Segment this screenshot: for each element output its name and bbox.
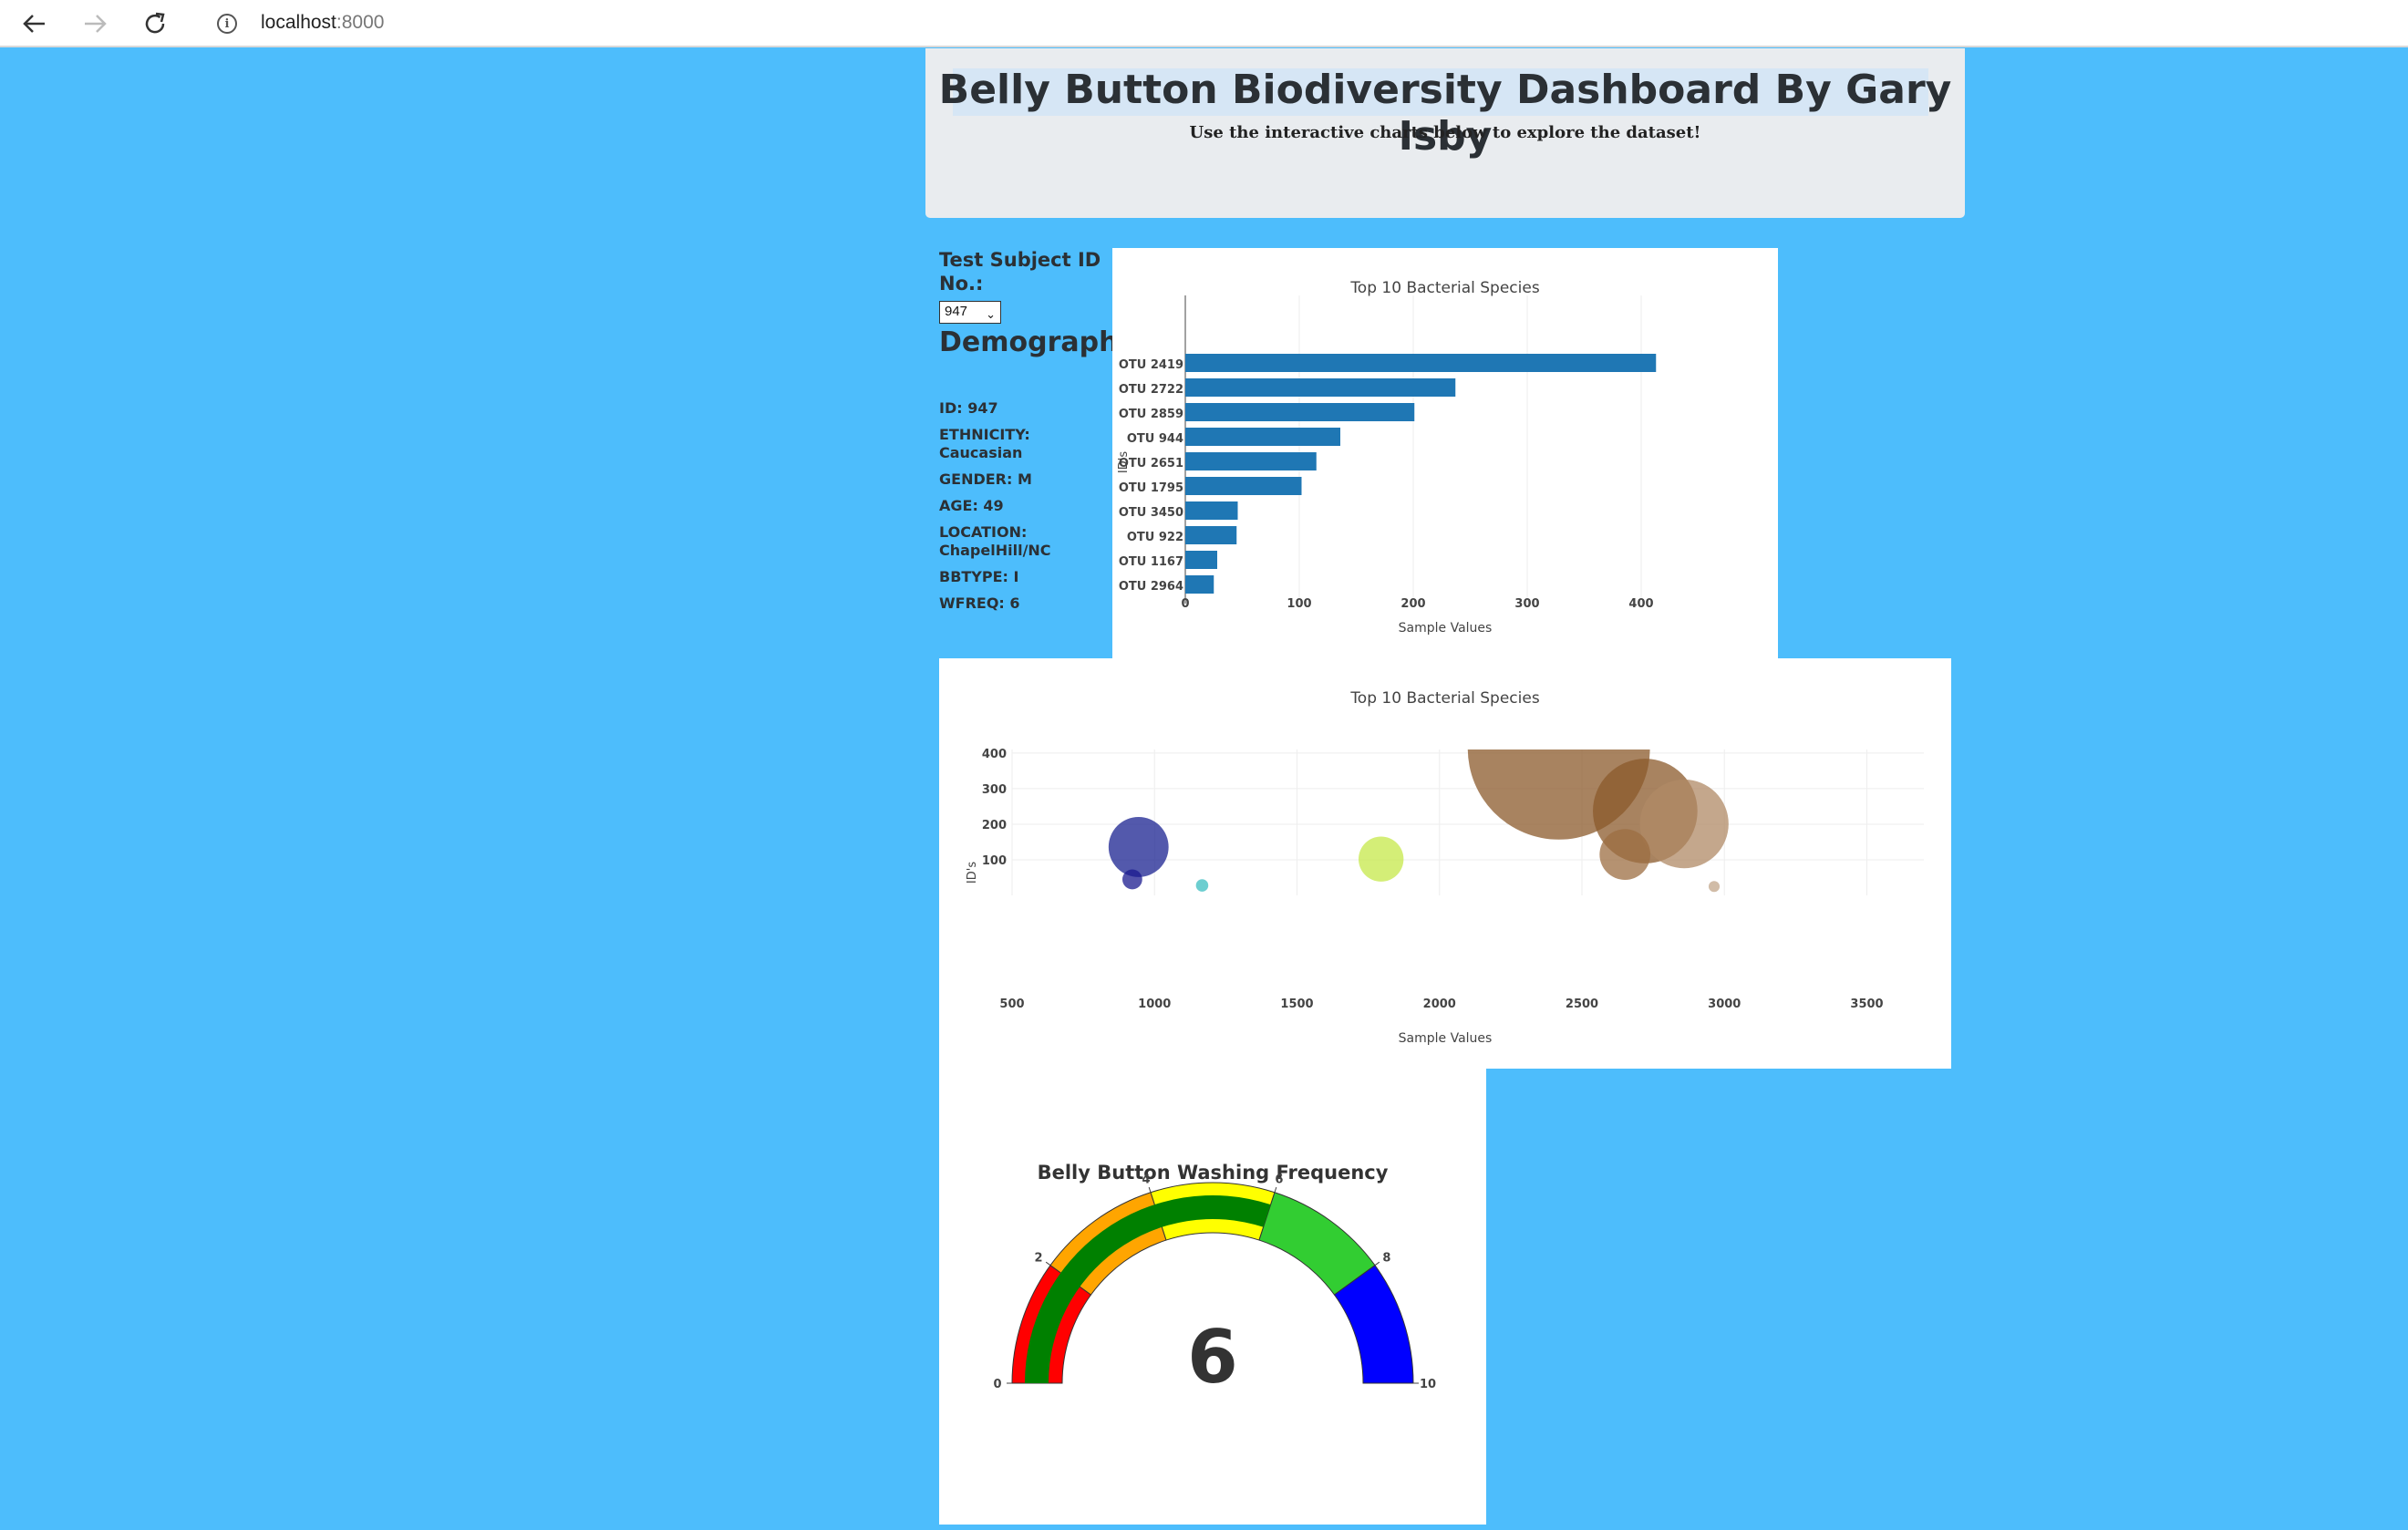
chevron-down-icon: ⌄ xyxy=(986,307,996,321)
demographic-info-title: Demographic Info xyxy=(939,326,1214,358)
gauge-chart-panel[interactable]: Belly Button Washing Frequency 0 2 4 6 8 10 6 xyxy=(939,1069,1486,1525)
subject-id-value: 947 xyxy=(945,304,968,319)
bar-y-tick-label: OTU 2419 xyxy=(1119,358,1183,372)
title-highlight xyxy=(953,68,1928,116)
demo-wfreq: WFREQ: 6 xyxy=(939,594,1020,612)
bubble-y-tick-label: 400 xyxy=(982,748,1007,761)
gauge-tick-label: 10 xyxy=(1420,1378,1436,1391)
back-button[interactable] xyxy=(16,5,53,42)
bar-mark[interactable] xyxy=(1185,477,1302,495)
bubble-y-tick-label: 100 xyxy=(982,854,1007,868)
gauge-value: 6 xyxy=(1187,1315,1238,1400)
gauge-tick-label: 2 xyxy=(1035,1251,1043,1265)
arrow-left-icon xyxy=(23,15,45,33)
bar-x-tick-label: 400 xyxy=(1628,597,1653,611)
bar-y-tick-label: OTU 2651 xyxy=(1119,457,1183,470)
bubble-chart-panel[interactable]: Top 10 Bacterial Species Sample Values I… xyxy=(939,658,1951,1069)
demo-location: LOCATION: ChapelHill/NC xyxy=(939,523,1051,559)
bar-mark[interactable] xyxy=(1185,378,1456,397)
bar-x-tick-label: 200 xyxy=(1400,597,1425,611)
bubble-y-tick-label: 300 xyxy=(982,783,1007,797)
browser-toolbar: i localhost:8000 xyxy=(0,0,2408,47)
bubble-x-tick-label: 2500 xyxy=(1566,998,1598,1011)
bar-chart-ylabel: ID's xyxy=(1117,451,1131,473)
bar-chart-title: Top 10 Bacterial Species xyxy=(1349,279,1540,297)
arrow-right-icon xyxy=(85,15,107,33)
bubble-chart-ylabel: ID's xyxy=(966,862,979,884)
bar-x-tick-label: 300 xyxy=(1514,597,1539,611)
demo-ethnicity: ETHNICITY: Caucasian xyxy=(939,426,1030,461)
bubble-chart-xlabel: Sample Values xyxy=(1399,1031,1493,1046)
bar-mark[interactable] xyxy=(1185,526,1237,544)
url-text: localhost:8000 xyxy=(261,12,385,33)
gauge-tick-label: 8 xyxy=(1382,1251,1390,1265)
address-bar[interactable]: i localhost:8000 xyxy=(195,4,2408,44)
demographic-info-list: ID: 947 ETHNICITY: Caucasian GENDER: M A… xyxy=(939,399,1112,621)
bar-chart-panel[interactable]: Top 10 Bacterial Species Sample Values I… xyxy=(1112,248,1778,658)
bar-y-tick-label: OTU 1795 xyxy=(1119,481,1183,495)
bubble-x-tick-label: 2000 xyxy=(1423,998,1456,1011)
subject-id-select[interactable]: 947 ⌄ xyxy=(939,301,1001,324)
header-jumbotron: Belly Button Biodiversity Dashboard By G… xyxy=(925,48,1965,218)
bubble-mark[interactable] xyxy=(1121,869,1142,890)
gauge-tick xyxy=(1045,1261,1051,1266)
bar-y-tick-label: OTU 922 xyxy=(1127,531,1183,544)
bubble-x-tick-label: 3000 xyxy=(1708,998,1741,1011)
bubble-mark[interactable] xyxy=(1359,836,1404,882)
subject-select-label: Test Subject ID No.: xyxy=(939,249,1101,295)
bar-x-tick-label: 0 xyxy=(1181,597,1189,611)
bar-x-tick-label: 100 xyxy=(1287,597,1311,611)
bubble-x-tick-label: 1000 xyxy=(1138,998,1171,1011)
bar-y-tick-label: OTU 2859 xyxy=(1119,408,1183,421)
bar-y-tick-label: OTU 2722 xyxy=(1119,383,1183,397)
page-subtitle: Use the interactive charts below to expl… xyxy=(1189,123,1701,142)
bubble-mark[interactable] xyxy=(1599,829,1651,880)
bubble-x-tick-label: 1500 xyxy=(1280,998,1313,1011)
bar-y-tick-label: OTU 944 xyxy=(1127,432,1183,446)
bar-y-tick-label: OTU 3450 xyxy=(1119,506,1183,520)
forward-button[interactable] xyxy=(77,5,113,42)
bubble-x-tick-label: 3500 xyxy=(1850,998,1883,1011)
bubble-mark[interactable] xyxy=(1195,879,1209,892)
gauge-tick xyxy=(1374,1261,1380,1266)
bar-mark[interactable] xyxy=(1185,501,1238,520)
bar-y-tick-label: OTU 2964 xyxy=(1119,580,1183,594)
bubble-mark[interactable] xyxy=(1108,817,1169,877)
bar-mark[interactable] xyxy=(1185,428,1340,446)
gauge-tick xyxy=(1148,1186,1152,1193)
bubble-mark[interactable] xyxy=(1708,881,1721,893)
bar-chart-xlabel: Sample Values xyxy=(1399,621,1493,636)
bubble-mark[interactable] xyxy=(1639,779,1729,869)
demo-id: ID: 947 xyxy=(939,399,998,417)
bar-mark[interactable] xyxy=(1185,403,1415,421)
demo-gender: GENDER: M xyxy=(939,470,1032,488)
info-icon[interactable]: i xyxy=(217,14,237,34)
gauge-chart[interactable]: Belly Button Washing Frequency 0 2 4 6 8 10 6 xyxy=(939,1069,1486,1525)
demo-age: AGE: 49 xyxy=(939,497,1004,514)
reload-icon xyxy=(145,12,165,34)
gauge-value-bar xyxy=(1025,1195,1271,1383)
bar-chart[interactable]: Top 10 Bacterial Species Sample Values I… xyxy=(1112,248,1778,658)
demo-bbtype: BBTYPE: I xyxy=(939,568,1019,585)
reload-button[interactable] xyxy=(137,5,173,42)
bubble-chart[interactable]: Top 10 Bacterial Species Sample Values I… xyxy=(939,658,1951,1069)
page-title: Belly Button Biodiversity Dashboard By G… xyxy=(938,67,1952,160)
gauge-title: Belly Button Washing Frequency xyxy=(1038,1162,1389,1184)
gauge-tick-label: 4 xyxy=(1142,1173,1151,1187)
gauge-tick-label: 0 xyxy=(993,1378,1001,1391)
bar-mark[interactable] xyxy=(1185,551,1217,569)
bubble-x-tick-label: 500 xyxy=(999,998,1024,1011)
bar-mark[interactable] xyxy=(1185,354,1657,372)
gauge-tick xyxy=(1274,1186,1277,1193)
bubble-chart-title: Top 10 Bacterial Species xyxy=(1349,689,1540,708)
bar-y-tick-label: OTU 1167 xyxy=(1119,555,1183,569)
gauge-tick-label: 6 xyxy=(1275,1173,1283,1187)
bubble-y-tick-label: 200 xyxy=(982,819,1007,832)
bar-mark[interactable] xyxy=(1185,575,1214,594)
sidebar: Test Subject ID No.: 947 ⌄ Demographic I… xyxy=(939,248,1214,612)
bar-mark[interactable] xyxy=(1185,452,1317,470)
